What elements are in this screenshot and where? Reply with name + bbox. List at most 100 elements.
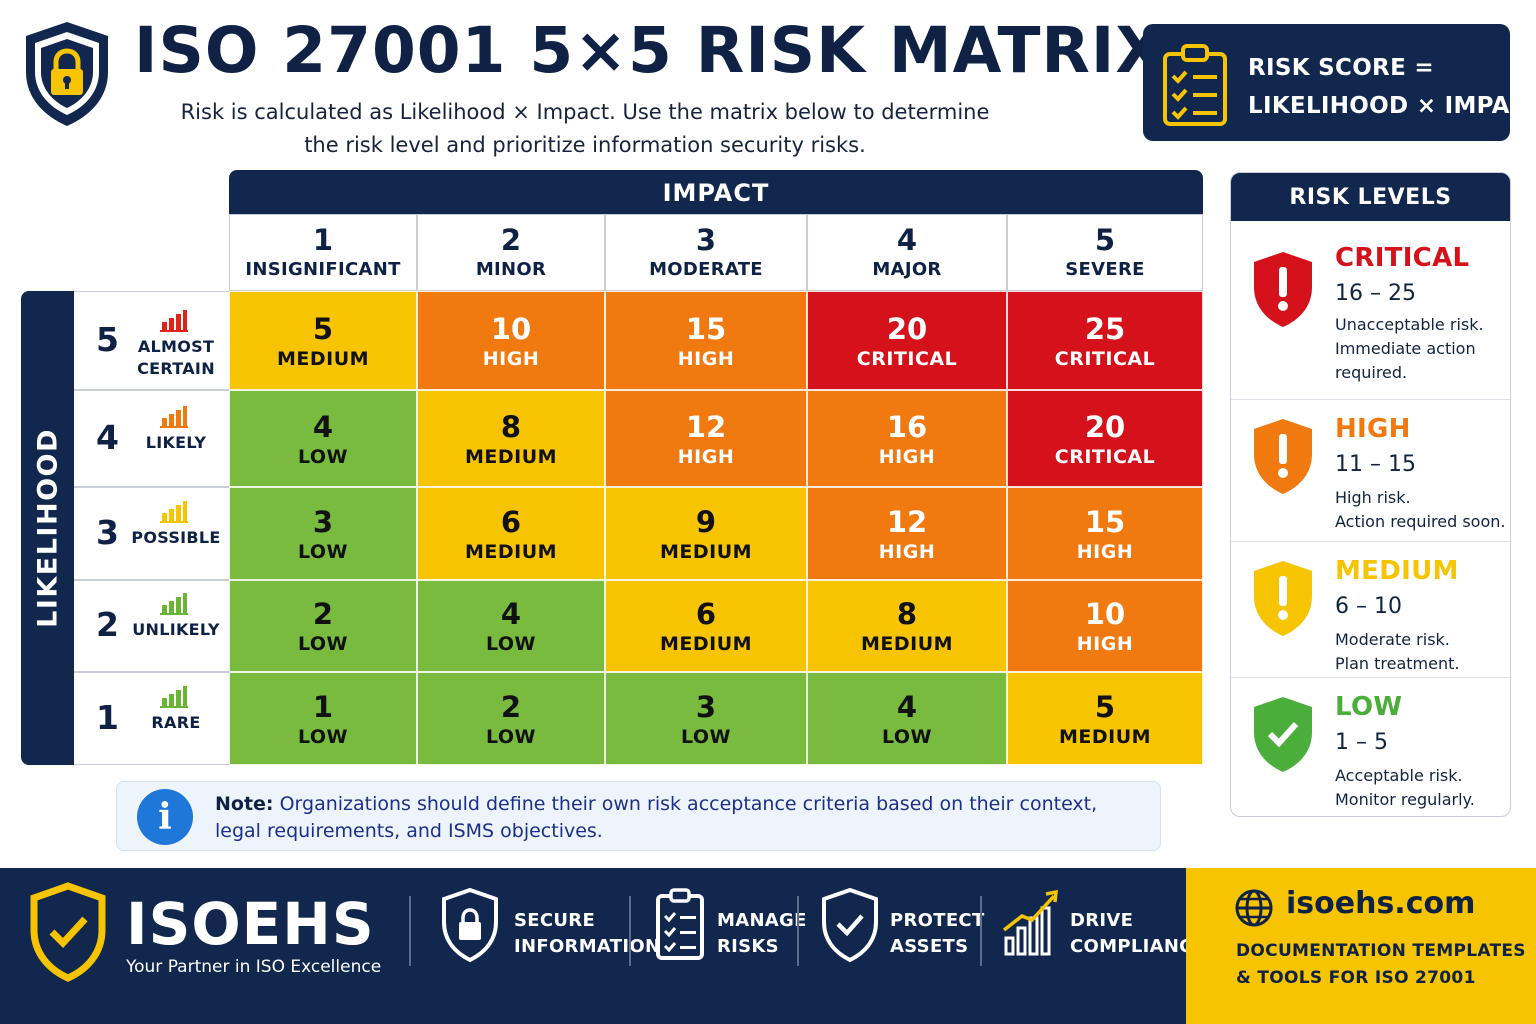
impact-level-label: MODERATE: [649, 259, 763, 280]
risk-score: 4: [896, 689, 918, 724]
risk-level-label: CRITICAL: [856, 347, 958, 370]
risk-level-name: LOW: [1335, 692, 1403, 722]
risk-score: 9: [695, 504, 717, 539]
bar-chart-icon: [160, 685, 188, 708]
risk-levels-panel: RISK LEVELS CRITICAL 16 – 25 Unacceptable …: [1230, 172, 1511, 817]
risk-level-label: MEDIUM: [276, 347, 370, 370]
risk-level-name: MEDIUM: [1335, 556, 1459, 586]
brand-tagline: Your Partner in ISO Excellence: [126, 957, 382, 977]
risk-cell: 10 HIGH: [1007, 580, 1203, 672]
brand-name: ISOEHS: [126, 890, 375, 958]
likelihood-row-2: 2 UNLIKELY: [74, 580, 230, 672]
impact-level-number: 3: [695, 223, 717, 257]
note-label: Note:: [215, 793, 274, 815]
risk-score: 10: [1084, 597, 1126, 631]
check-shield-icon: [1254, 697, 1312, 772]
info-icon: i: [137, 789, 193, 845]
risk-level-desc-line: Unacceptable risk.: [1335, 315, 1484, 334]
risk-score: 2: [312, 597, 334, 631]
likelihood-level-number: 4: [96, 417, 119, 457]
risk-level-label: MEDIUM: [1058, 725, 1152, 748]
page-title: ISO 27001 5×5 RISK MATRIX: [134, 14, 1165, 87]
check-shield-icon: [822, 887, 878, 963]
likelihood-row-3: 3 POSSIBLE: [74, 487, 230, 580]
impact-level-label: MINOR: [475, 259, 547, 280]
risk-level-desc-line: Action required soon.: [1335, 512, 1506, 531]
risk-cell: 6 MEDIUM: [417, 487, 605, 580]
promo-panel: isoehs.com DOCUMENTATION TEMPLATES & TOO…: [1186, 868, 1536, 1024]
impact-header-1: 1 INSIGNIFICANT: [229, 214, 417, 291]
bar-chart-icon: [160, 310, 188, 332]
risk-score: 4: [500, 597, 522, 631]
likelihood-level-number: 1: [96, 697, 119, 737]
risk-level-label: HIGH: [1076, 540, 1134, 563]
risk-level-desc-line: Monitor regularly.: [1335, 790, 1475, 809]
lock-shield-logo-icon: [26, 22, 108, 126]
risk-cell: 5 MEDIUM: [229, 291, 417, 390]
impact-header-3: 3 MODERATE: [605, 214, 807, 291]
risk-score: 20: [1084, 409, 1126, 444]
risk-level-label: MEDIUM: [860, 633, 954, 655]
lock-shield-icon: [442, 887, 498, 963]
risk-level-label: CRITICAL: [1054, 347, 1156, 370]
bar-chart-icon: [160, 593, 188, 615]
risk-score: 3: [695, 689, 717, 724]
footer-divider: [629, 896, 631, 966]
promo-line: DOCUMENTATION TEMPLATES: [1236, 941, 1526, 961]
footer-divider: [409, 896, 411, 966]
risk-level-description: Acceptable risk. Monitor regularly.: [1335, 764, 1510, 812]
impact-level-number: 5: [1094, 223, 1116, 257]
risk-cell: 15 HIGH: [605, 291, 807, 390]
feature-label-line: RISKS: [717, 936, 779, 957]
risk-level-desc-line: Acceptable risk.: [1335, 766, 1463, 785]
impact-level-label: INSIGNIFICANT: [245, 259, 401, 280]
risk-level-label: LOW: [680, 725, 732, 748]
exclamation-shield-icon: [1254, 419, 1312, 494]
likelihood-level-number: 3: [96, 512, 119, 552]
impact-level-label: MAJOR: [872, 259, 942, 280]
risk-score: 4: [312, 409, 334, 444]
risk-level-label: CRITICAL: [1054, 445, 1156, 468]
risk-cell: 3 LOW: [229, 487, 417, 580]
subtitle-line: the risk level and prioritize informatio…: [304, 133, 866, 157]
likelihood-level-label: LIKELY: [130, 432, 222, 454]
risk-level-label: MEDIUM: [659, 540, 753, 563]
note-box: i Note: Organizations should define thei…: [116, 781, 1161, 851]
risk-score: 15: [685, 311, 727, 346]
risk-level-desc-line: Immediate action: [1335, 339, 1476, 358]
risk-score: 8: [896, 597, 918, 631]
formula-line: LIKELIHOOD × IMPACT: [1248, 93, 1536, 119]
risk-cell: 16 HIGH: [807, 390, 1007, 487]
exclamation-shield-icon: [1254, 561, 1312, 636]
feature-label-line: SECURE: [514, 910, 596, 931]
likelihood-level-label: ALMOST CERTAIN: [130, 336, 222, 380]
risk-level-label: HIGH: [482, 347, 540, 370]
risk-score: 12: [685, 409, 727, 444]
risk-level-label: LOW: [297, 445, 349, 468]
exclamation-shield-icon: [1254, 252, 1312, 327]
risk-level-desc-line: Moderate risk.: [1335, 630, 1450, 649]
risk-level-desc-line: High risk.: [1335, 488, 1411, 507]
risk-cell: 5 MEDIUM: [1007, 672, 1203, 765]
footer: ISOEHS Your Partner in ISO Excellence SE…: [0, 868, 1205, 1024]
subtitle-line: Risk is calculated as Likelihood × Impac…: [180, 100, 990, 124]
footer-feature-label: PROTECT ASSETS: [890, 908, 985, 960]
impact-axis-title: IMPACT: [229, 170, 1203, 214]
risk-score: 6: [500, 504, 522, 539]
risk-level-label: HIGH: [878, 445, 936, 468]
risk-cell: 4 LOW: [229, 390, 417, 487]
feature-label-line: PROTECT: [890, 910, 985, 931]
risk-score: 6: [695, 597, 717, 631]
risk-level-medium: MEDIUM 6 – 10 Moderate risk. Plan treatment…: [1231, 541, 1510, 677]
risk-levels-title: RISK LEVELS: [1231, 173, 1510, 221]
website-link[interactable]: isoehs.com: [1286, 886, 1476, 921]
risk-level-name: CRITICAL: [1335, 243, 1470, 273]
risk-score: 3: [312, 504, 334, 539]
globe-icon: [1235, 889, 1273, 927]
footer-feature-label: DRIVE COMPLIANCE: [1070, 908, 1205, 960]
likelihood-level-label: UNLIKELY: [130, 619, 222, 641]
risk-level-name: HIGH: [1335, 414, 1411, 444]
risk-cell: 25 CRITICAL: [1007, 291, 1203, 390]
risk-score: 12: [886, 504, 928, 539]
feature-label-line: ASSETS: [890, 936, 969, 957]
